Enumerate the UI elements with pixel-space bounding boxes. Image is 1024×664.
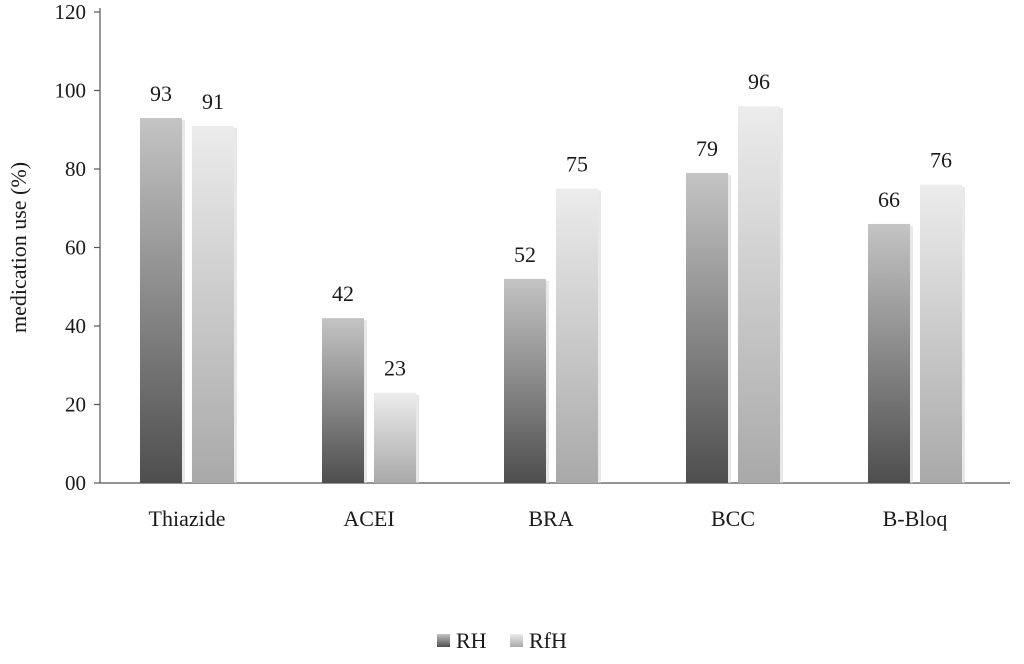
- x-category-label: B-Bloq: [883, 506, 948, 531]
- y-tick-label: 100: [55, 79, 87, 103]
- bar-rfh-thiazide: [192, 125, 234, 483]
- bar-rfh-bra: [556, 188, 598, 483]
- data-label: 23: [384, 356, 406, 381]
- data-label: 76: [930, 148, 952, 173]
- data-label: 93: [150, 81, 172, 106]
- data-labels: 93 91 42 23 52 75 79 96 66 76: [150, 69, 952, 381]
- data-label: 91: [202, 89, 224, 114]
- bar-rfh-b-bloq: [920, 184, 962, 483]
- data-label: 42: [332, 281, 354, 306]
- bar-rfh-acei: [374, 392, 416, 483]
- y-axis-title: medication use (%): [6, 162, 31, 333]
- bar-rh-b-bloq: [868, 223, 910, 483]
- bars: [140, 106, 965, 484]
- y-tick-label: 80: [65, 157, 86, 181]
- y-tick-label: 20: [65, 393, 86, 417]
- x-category-label: BCC: [711, 506, 755, 531]
- x-category-label: Thiazide: [149, 506, 226, 531]
- bar-rfh-bcc: [738, 106, 780, 483]
- x-category-label: BRA: [528, 506, 573, 531]
- bar-rh-bra: [504, 278, 546, 483]
- y-tick-label: 60: [65, 236, 86, 260]
- y-tick-label: 120: [55, 0, 87, 24]
- bar-rh-bcc: [686, 172, 728, 484]
- axes: 00 20 40 60 80 100 120 medication use (%) Thiazi…: [6, 0, 1010, 531]
- data-label: 75: [566, 152, 588, 177]
- legend-swatch-rh: [437, 634, 450, 647]
- bar-rh-acei: [322, 318, 364, 483]
- y-tick-label: 00: [65, 471, 86, 495]
- data-label: 79: [696, 136, 718, 161]
- y-tick-label: 40: [65, 314, 86, 338]
- legend-label-rh: RH: [456, 628, 487, 653]
- data-label: 52: [514, 242, 536, 267]
- bar-rh-thiazide: [140, 117, 182, 483]
- data-label: 66: [878, 187, 900, 212]
- legend: RH RfH: [437, 628, 567, 653]
- data-label: 96: [748, 69, 770, 94]
- legend-swatch-rfh: [510, 634, 523, 647]
- legend-label-rfh: RfH: [529, 628, 567, 653]
- x-category-label: ACEI: [343, 506, 394, 531]
